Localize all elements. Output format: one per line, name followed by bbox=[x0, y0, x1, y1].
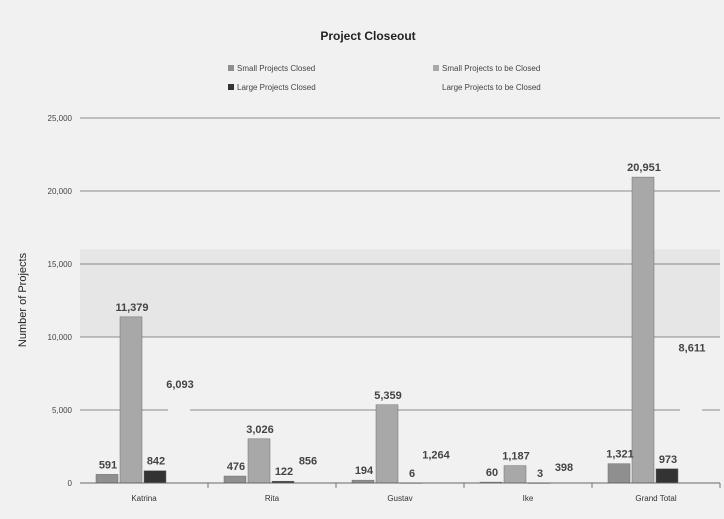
bar-large-projects-to-be-closed-gustav bbox=[424, 464, 446, 483]
value-label-small-projects-closed-gustav: 194 bbox=[355, 465, 374, 477]
legend-label-small-projects-to-be-closed: Small Projects to be Closed bbox=[442, 64, 540, 73]
gridlines bbox=[80, 117, 720, 484]
y-axis: 0 5,000 10,000 15,000 20,000 25,000 bbox=[48, 114, 73, 488]
legend-label-large-projects-closed: Large Projects Closed bbox=[237, 83, 316, 92]
bar-small-projects-to-be-closed-gustav bbox=[375, 404, 399, 484]
legend-swatch-small-projects-to-be-closed bbox=[433, 65, 439, 71]
legend-swatch-large-projects-to-be-closed bbox=[433, 84, 439, 90]
value-label-large-projects-closed-grand-total: 973 bbox=[659, 454, 677, 466]
y-axis-label: Number of Projects bbox=[17, 252, 29, 347]
bar-large-projects-to-be-closed-katrina bbox=[168, 394, 190, 483]
value-label-small-projects-closed-ike: 60 bbox=[486, 467, 498, 479]
plot-area-band bbox=[80, 249, 720, 337]
x-tick-label-ike: Ike bbox=[523, 494, 534, 503]
legend-swatch-small-projects-closed bbox=[228, 65, 234, 71]
value-label-small-projects-to-be-closed-ike: 1,187 bbox=[502, 451, 530, 463]
x-tick-label-katrina: Katrina bbox=[131, 494, 157, 503]
value-label-small-projects-closed-grand-total: 1,321 bbox=[606, 449, 634, 461]
bar-small-projects-to-be-closed-rita bbox=[247, 438, 271, 484]
bar-small-projects-to-be-closed-katrina bbox=[119, 316, 143, 484]
y-tick-label: 5,000 bbox=[52, 406, 73, 415]
x-tick-label-gustav: Gustav bbox=[387, 494, 412, 503]
value-label-large-projects-to-be-closed-gustav: 1,264 bbox=[422, 450, 450, 462]
bar-small-projects-to-be-closed-grand-total bbox=[631, 176, 655, 484]
chart-title: Project Closeout bbox=[320, 29, 415, 43]
bar-large-projects-to-be-closed-ike bbox=[552, 477, 574, 483]
value-label-large-projects-to-be-closed-katrina: 6,093 bbox=[166, 379, 194, 391]
bars bbox=[95, 176, 702, 484]
y-tick-label: 25,000 bbox=[48, 114, 73, 123]
bar-small-projects-closed-katrina bbox=[95, 474, 119, 484]
bar-large-projects-closed-grand-total bbox=[655, 468, 679, 484]
value-label-large-projects-to-be-closed-ike: 398 bbox=[555, 462, 573, 474]
bar-small-projects-to-be-closed-ike bbox=[503, 465, 527, 484]
value-label-large-projects-closed-gustav: 6 bbox=[409, 468, 415, 480]
bar-large-projects-closed-katrina bbox=[143, 470, 167, 484]
bar-small-projects-closed-grand-total bbox=[607, 463, 631, 484]
value-label-large-projects-closed-rita: 122 bbox=[275, 466, 293, 478]
bar-large-projects-to-be-closed-grand-total bbox=[680, 357, 702, 483]
y-tick-label: 20,000 bbox=[48, 187, 73, 196]
legend-label-large-projects-to-be-closed: Large Projects to be Closed bbox=[442, 83, 541, 92]
value-label-small-projects-closed-rita: 476 bbox=[227, 461, 245, 473]
value-label-large-projects-to-be-closed-grand-total: 8,611 bbox=[679, 342, 706, 354]
x-tick-label-grand-total: Grand Total bbox=[635, 494, 676, 503]
y-tick-label: 10,000 bbox=[48, 333, 73, 342]
x-axis: Katrina Rita Gustav Ike Grand Total bbox=[80, 482, 721, 503]
value-label-small-projects-closed-katrina: 591 bbox=[99, 459, 117, 471]
value-label-small-projects-to-be-closed-gustav: 5,359 bbox=[374, 390, 402, 402]
value-label-small-projects-to-be-closed-grand-total: 20,951 bbox=[627, 162, 661, 174]
y-tick-label: 15,000 bbox=[48, 260, 73, 269]
value-label-large-projects-to-be-closed-rita: 856 bbox=[299, 456, 317, 468]
value-label-small-projects-to-be-closed-katrina: 11,379 bbox=[115, 302, 148, 314]
value-label-large-projects-closed-ike: 3 bbox=[537, 468, 543, 480]
y-tick-label: 0 bbox=[68, 479, 73, 488]
value-label-large-projects-closed-katrina: 842 bbox=[147, 456, 165, 468]
legend-swatch-large-projects-closed bbox=[228, 84, 234, 90]
legend-label-small-projects-closed: Small Projects Closed bbox=[237, 64, 315, 73]
x-tick-label-rita: Rita bbox=[265, 494, 280, 503]
value-labels: 591 11,379 842 6,093 476 3,026 122 856 194 5,359 6… bbox=[99, 162, 706, 480]
bar-small-projects-closed-rita bbox=[223, 475, 247, 484]
value-label-small-projects-to-be-closed-rita: 3,026 bbox=[246, 424, 274, 436]
legend: Small Projects Closed Small Projects to b… bbox=[228, 64, 541, 92]
bar-large-projects-to-be-closed-rita bbox=[296, 470, 318, 483]
